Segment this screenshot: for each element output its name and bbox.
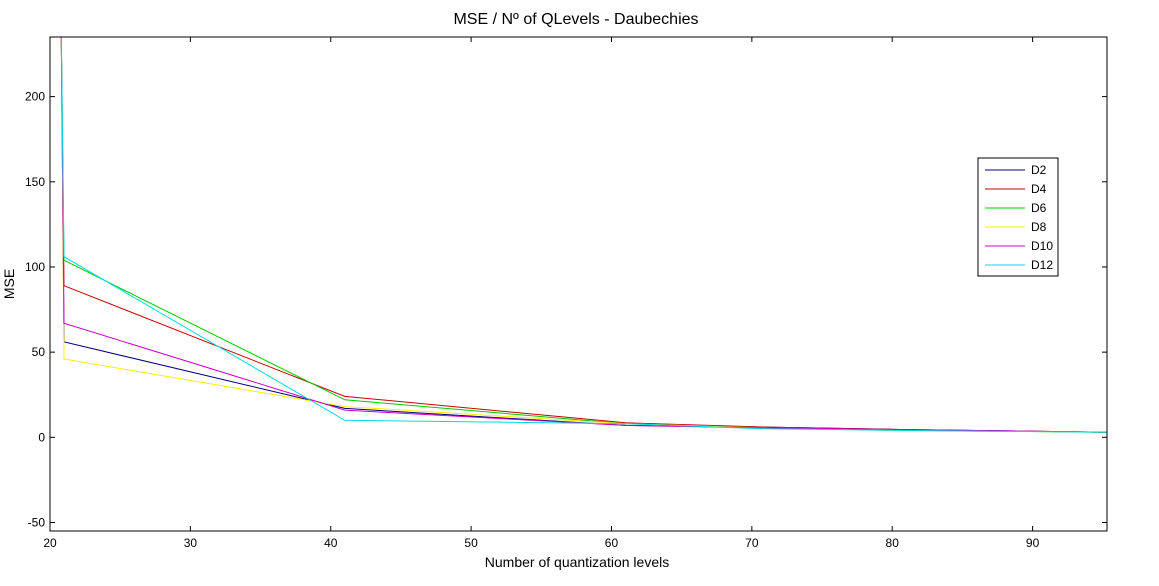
legend-label-d4: D4 <box>1031 182 1047 196</box>
legend-label-d6: D6 <box>1031 201 1047 215</box>
series-layer <box>60 37 1107 433</box>
series-line-d10 <box>60 37 1107 433</box>
x-tick-label: 50 <box>464 536 478 550</box>
x-tick-label: 30 <box>184 536 198 550</box>
legend-label-d10: D10 <box>1031 239 1053 253</box>
legend-box <box>977 157 1059 277</box>
y-tick-label: 0 <box>38 430 45 444</box>
x-tick-label: 20 <box>43 536 57 550</box>
series-line-d12 <box>60 37 1107 433</box>
plot-area-frame <box>49 36 1108 532</box>
y-tick-label: 200 <box>25 90 45 104</box>
x-tick-label: 90 <box>1026 536 1040 550</box>
chart-title: MSE / Nº of QLevels - Daubechies <box>453 11 698 28</box>
x-tick-label: 60 <box>605 536 619 550</box>
y-axis-label: MSE <box>1 269 17 299</box>
series-line-d2 <box>60 37 1107 433</box>
x-tick-label: 40 <box>324 536 338 550</box>
legend-label-d8: D8 <box>1031 220 1047 234</box>
y-tick-label: 100 <box>25 260 45 274</box>
legend: D2 D4 D6 D8 D10 D12 <box>977 157 1059 277</box>
x-tick-label: 70 <box>745 536 759 550</box>
x-axis: 20 30 40 50 60 70 80 90 <box>43 37 1040 550</box>
y-tick-label: 50 <box>32 345 46 359</box>
y-tick-label: -50 <box>28 515 46 529</box>
y-tick-label: 150 <box>25 175 45 189</box>
legend-label-d12: D12 <box>1031 258 1053 272</box>
y-axis: -50 0 50 100 150 200 <box>25 90 1107 529</box>
series-line-d8 <box>60 37 1107 433</box>
x-tick-label: 80 <box>886 536 900 550</box>
series-line-d4 <box>60 37 1107 433</box>
x-axis-label: Number of quantization levels <box>485 554 669 570</box>
series-line-d6 <box>60 37 1107 433</box>
legend-label-d2: D2 <box>1031 163 1047 177</box>
